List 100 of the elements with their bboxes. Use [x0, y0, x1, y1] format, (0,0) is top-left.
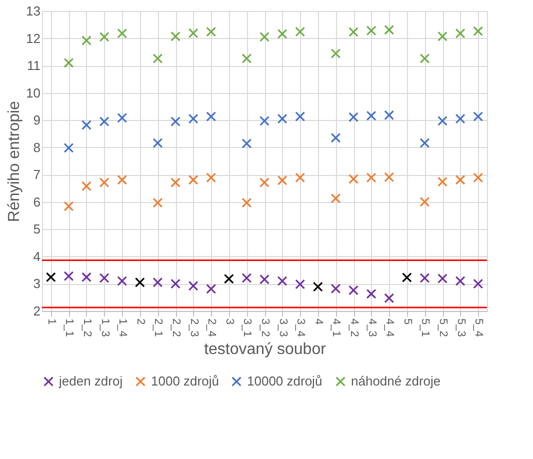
point	[473, 172, 484, 183]
x-tick-label: 5_2	[437, 318, 449, 337]
x-tick-label: 2_1	[152, 318, 164, 337]
point	[242, 53, 252, 64]
y-tick-label: 13	[26, 4, 40, 18]
point	[348, 112, 358, 122]
point	[260, 32, 270, 42]
y-tick-label: 6	[33, 194, 40, 210]
x-tick-label: 3_3	[276, 318, 289, 337]
point	[188, 280, 198, 291]
point	[170, 178, 180, 188]
point	[384, 110, 394, 120]
point	[242, 273, 252, 283]
x-tick-label: 4	[312, 318, 324, 325]
point	[366, 288, 376, 299]
point	[188, 114, 198, 124]
x-tick-label: 1_1	[63, 318, 76, 337]
x-tick-label: 1_4	[116, 318, 129, 337]
point	[99, 116, 110, 126]
point	[117, 112, 128, 123]
point	[295, 112, 306, 122]
point	[384, 24, 394, 35]
y-tick-label: 12	[26, 30, 40, 46]
x-tick-label: 3_4	[294, 318, 307, 337]
x-tick-label: 2_2	[170, 318, 182, 337]
y-tick-label: 10	[26, 85, 40, 100]
point	[117, 174, 128, 185]
point	[295, 279, 306, 290]
x-tick-label: 5_3	[454, 318, 467, 337]
x-tick-label: 2_3	[188, 318, 200, 337]
point	[224, 274, 234, 284]
point	[366, 110, 376, 121]
x-tick-label: 5_1	[419, 318, 432, 337]
point	[473, 26, 484, 36]
point	[384, 172, 394, 182]
point	[82, 272, 92, 282]
point	[206, 26, 216, 37]
point	[260, 274, 270, 284]
point	[99, 178, 110, 188]
point	[64, 58, 74, 68]
point	[277, 175, 288, 186]
point	[188, 28, 198, 38]
y-tick-label: 11	[27, 58, 40, 74]
point	[206, 172, 216, 183]
x-tick-label: 3	[223, 318, 236, 325]
point	[438, 176, 448, 187]
x-tick-label: 4_4	[384, 318, 396, 337]
x-axis-title: testovaný soubor	[204, 340, 327, 358]
x-tick-label: 4_2	[348, 318, 360, 337]
point	[420, 53, 430, 64]
point	[330, 132, 341, 143]
y-tick-label: 9	[33, 112, 40, 128]
y-tick-label: 7	[33, 167, 40, 182]
point	[420, 273, 430, 283]
y-tick-label: 8	[33, 140, 40, 155]
point	[438, 31, 448, 42]
x-tick-label: 5	[401, 318, 414, 325]
point	[348, 27, 358, 37]
point	[152, 138, 163, 148]
point	[117, 28, 128, 38]
point	[384, 293, 394, 304]
y-tick-label: 4	[33, 248, 40, 264]
point	[295, 172, 306, 183]
point	[330, 48, 341, 59]
x-tick-label: 1_3	[98, 318, 111, 337]
y-tick-label: 5	[33, 222, 40, 237]
point	[99, 32, 110, 42]
point	[152, 198, 163, 208]
point	[242, 198, 252, 208]
legend-label: 1000 zdrojů	[151, 374, 219, 389]
point	[260, 178, 270, 188]
point	[260, 116, 270, 126]
legend-label: 10000 zdrojů	[247, 374, 322, 389]
point	[402, 272, 412, 282]
point	[242, 138, 252, 149]
x-tick-label: 4_1	[330, 318, 342, 337]
point	[455, 114, 466, 124]
point	[295, 26, 306, 37]
x-tick-label: 1	[45, 318, 58, 325]
point	[152, 277, 163, 288]
point	[188, 174, 198, 185]
point	[312, 282, 323, 292]
x-tick-label: 2_4	[206, 318, 218, 337]
point	[206, 284, 216, 294]
point	[277, 114, 288, 124]
point	[64, 271, 74, 282]
point	[64, 142, 74, 153]
point	[117, 276, 128, 286]
legend-label: jeden zdroj	[58, 374, 123, 389]
point	[473, 278, 484, 289]
point	[455, 28, 466, 38]
point	[170, 278, 180, 289]
point	[134, 277, 145, 288]
point	[82, 120, 92, 130]
point	[420, 138, 430, 148]
point	[438, 116, 448, 126]
point	[99, 273, 110, 283]
point	[420, 196, 430, 207]
point	[473, 112, 484, 122]
y-axis-title: Rényiho entropie	[6, 100, 24, 222]
